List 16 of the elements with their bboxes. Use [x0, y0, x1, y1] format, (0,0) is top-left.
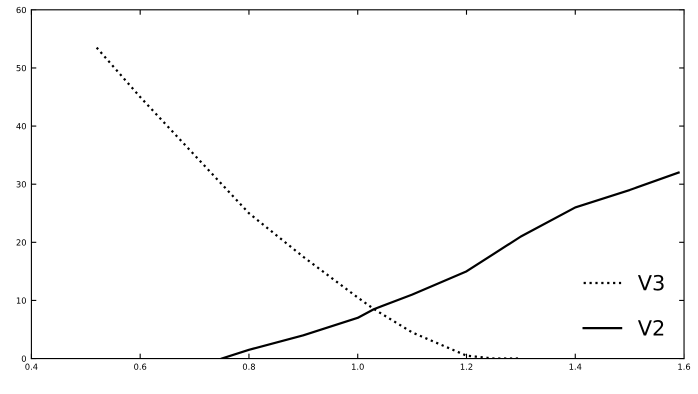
x-tick-label: 0.4 [25, 364, 38, 370]
legend-label: V3 [638, 274, 664, 291]
y-tick-label: 0 [22, 356, 26, 362]
x-tick-label: 0.8 [242, 364, 256, 370]
y-tick-label: 20 [16, 239, 26, 246]
x-tick-label: 1.0 [352, 364, 364, 370]
x-tick-label: 0.6 [134, 364, 146, 370]
x-tick-label: 1.2 [460, 364, 472, 370]
y-tick-label: 60 [16, 6, 26, 14]
legend-label: V2 [638, 320, 664, 336]
x-tick-label: 1.4 [570, 364, 582, 370]
y-tick-label: 40 [16, 123, 26, 130]
y-tick-label: 30 [16, 181, 26, 188]
x-tick-label: 1.6 [678, 364, 690, 370]
y-tick-label: 10 [16, 297, 26, 304]
y-tick-label: 50 [16, 64, 26, 72]
